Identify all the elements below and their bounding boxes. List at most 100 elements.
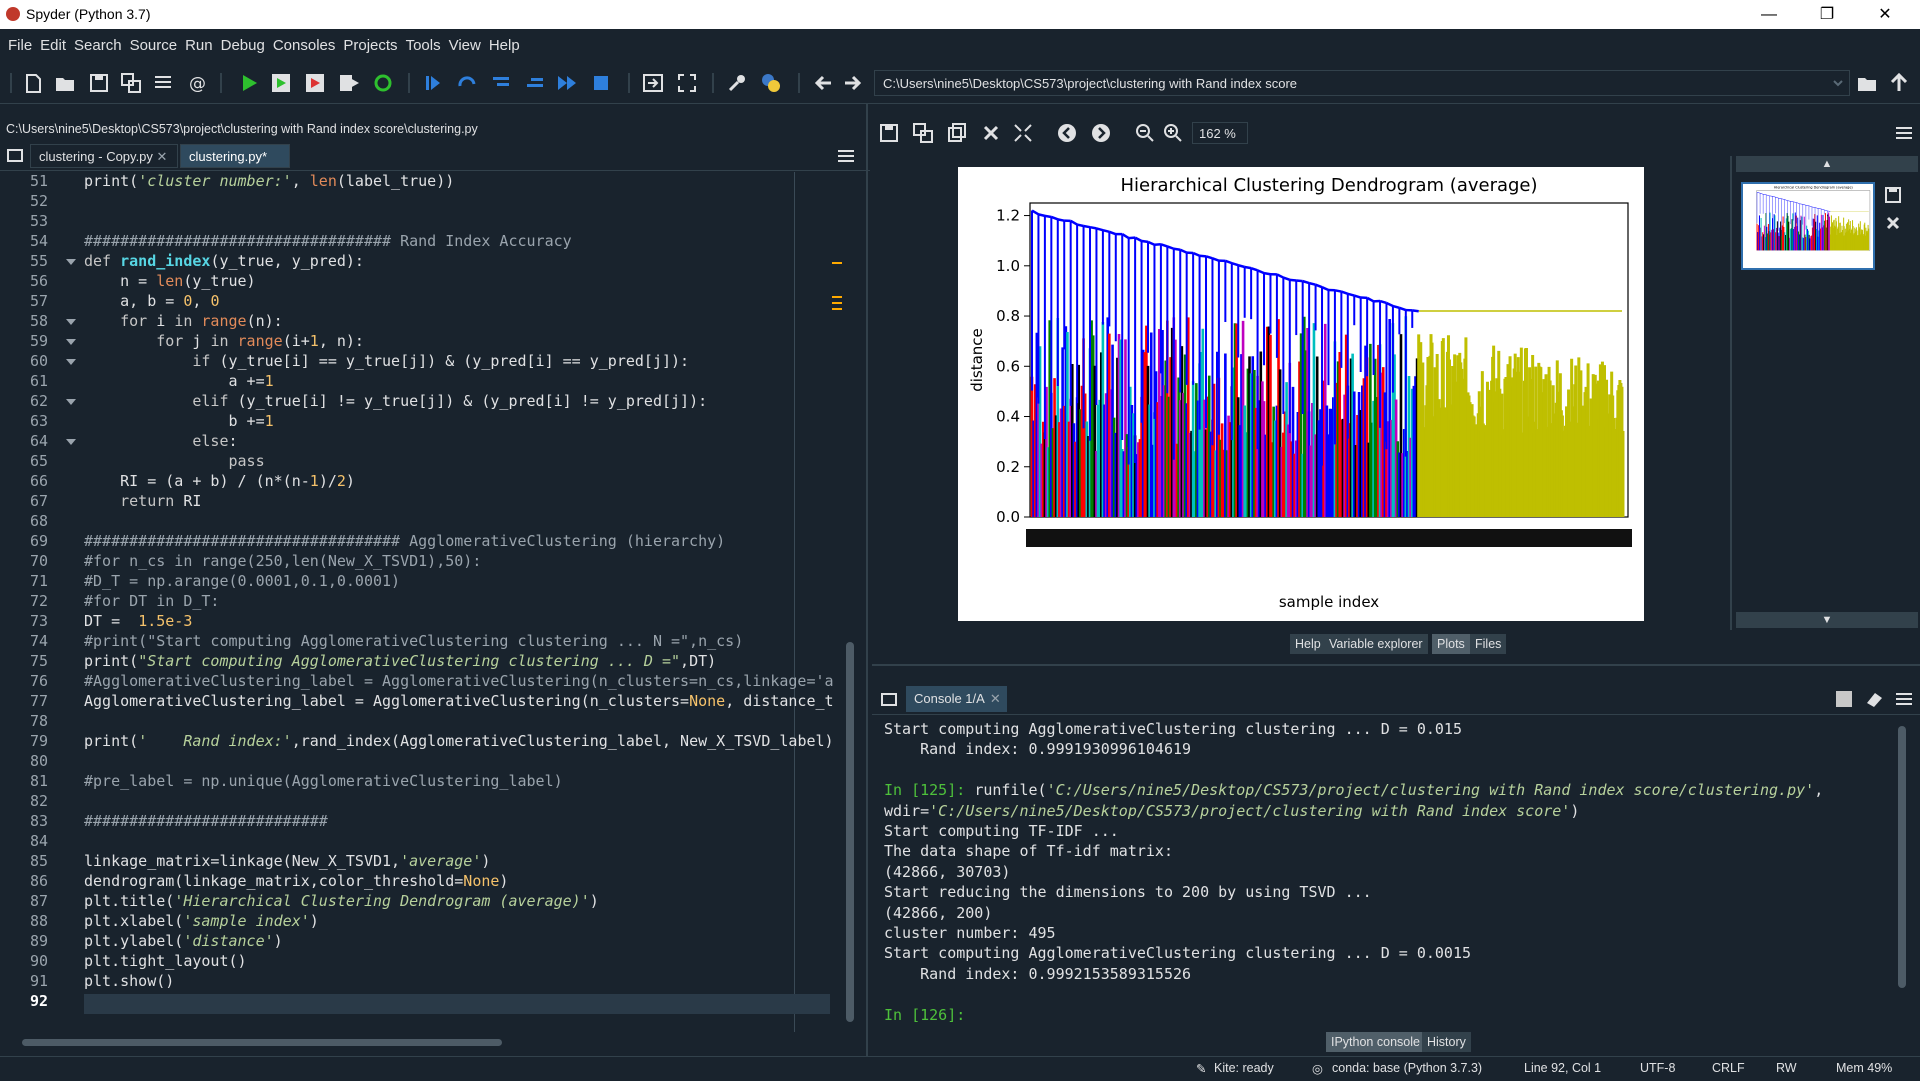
console-vertical-scrollbar[interactable] <box>1896 718 1908 1008</box>
warning-marker <box>832 262 842 264</box>
wrench-icon[interactable] <box>726 72 748 94</box>
scroll-down-button[interactable]: ▼ <box>1736 612 1918 628</box>
run-cell-icon[interactable] <box>270 72 292 94</box>
remove-plot-icon[interactable] <box>980 122 1002 144</box>
parent-dir-icon[interactable] <box>1888 72 1910 94</box>
options-menu-icon[interactable] <box>1896 127 1912 139</box>
menu-source[interactable]: Source <box>126 29 182 63</box>
options-menu-icon[interactable] <box>838 150 854 162</box>
zoom-level-field[interactable]: 162 % <box>1192 122 1248 144</box>
line-number: 76 <box>0 672 48 690</box>
copy-plot-icon[interactable] <box>946 122 968 144</box>
browse-folder-icon[interactable] <box>1856 72 1878 94</box>
editor-horizontal-scrollbar[interactable] <box>10 1036 840 1048</box>
menu-tools[interactable]: Tools <box>402 29 445 63</box>
open-file-icon[interactable] <box>54 72 76 94</box>
working-directory-input[interactable]: C:\Users\nine5\Desktop\CS573\project\clu… <box>874 70 1850 96</box>
code-token: plt.tight_layout() <box>84 952 247 970</box>
tab-variable-explorer[interactable]: Variable explorer <box>1324 634 1428 654</box>
continue-icon[interactable] <box>556 72 578 94</box>
stop-icon[interactable] <box>590 72 612 94</box>
run-selection-icon[interactable] <box>338 72 360 94</box>
minimize-button[interactable]: — <box>1740 0 1798 29</box>
scroll-thumb[interactable] <box>846 642 854 1022</box>
options-menu-icon[interactable] <box>1896 693 1912 705</box>
menu-debug[interactable]: Debug <box>217 29 269 63</box>
save-icon[interactable] <box>88 72 110 94</box>
save-all-plots-icon[interactable] <box>912 122 934 144</box>
tab-files[interactable]: Files <box>1470 634 1506 654</box>
outline-icon[interactable] <box>152 72 174 94</box>
scroll-thumb[interactable] <box>22 1039 502 1046</box>
fold-arrow-icon[interactable] <box>66 399 76 405</box>
chevron-down-icon[interactable] <box>1832 77 1844 89</box>
save-all-icon[interactable] <box>120 72 142 94</box>
menu-edit[interactable]: Edit <box>36 29 70 63</box>
dendrogram-chart: Hierarchical Clustering Dendrogram (aver… <box>958 167 1644 621</box>
browse-tabs-icon[interactable] <box>880 690 898 708</box>
maximize-button[interactable]: ❐ <box>1798 0 1856 29</box>
fold-arrow-icon[interactable] <box>66 359 76 365</box>
close-button[interactable]: ✕ <box>1856 0 1914 29</box>
menu-view[interactable]: View <box>445 29 485 63</box>
pane-splitter[interactable] <box>872 664 1920 666</box>
file-encoding: UTF-8 <box>1640 1061 1675 1075</box>
python-path-icon[interactable] <box>760 72 782 94</box>
menu-run[interactable]: Run <box>181 29 217 63</box>
menu-consoles[interactable]: Consoles <box>269 29 340 63</box>
back-icon[interactable] <box>812 72 834 94</box>
eraser-icon[interactable] <box>1864 690 1884 708</box>
menu-help[interactable]: Help <box>485 29 524 63</box>
step-into-icon[interactable] <box>490 72 512 94</box>
fold-arrow-icon[interactable] <box>66 319 76 325</box>
debug-icon[interactable] <box>422 72 444 94</box>
remove-all-plots-icon[interactable] <box>1012 122 1034 144</box>
email-icon[interactable]: @ <box>186 72 208 94</box>
next-plot-icon[interactable] <box>1090 122 1112 144</box>
step-icon[interactable] <box>456 72 478 94</box>
tab-plots[interactable]: Plots <box>1432 634 1470 654</box>
close-icon[interactable]: ✕ <box>990 686 1001 712</box>
tab-history[interactable]: History <box>1422 1032 1471 1052</box>
title-bar: Spyder (Python 3.7) — ❐ ✕ <box>0 0 1920 29</box>
line-number: 65 <box>0 452 48 470</box>
browse-tabs-icon[interactable] <box>6 146 24 164</box>
tab-help[interactable]: Help <box>1290 634 1326 654</box>
save-thumbnail-icon[interactable] <box>1884 186 1902 204</box>
fold-arrow-icon[interactable] <box>66 259 76 265</box>
stop-kernel-icon[interactable] <box>1836 691 1852 707</box>
save-plot-icon[interactable] <box>878 122 900 144</box>
editor-vertical-scrollbar[interactable] <box>844 182 856 1032</box>
menu-projects[interactable]: Projects <box>339 29 401 63</box>
new-file-icon[interactable] <box>22 72 44 94</box>
tab-ipython-console[interactable]: IPython console <box>1326 1032 1425 1052</box>
plot-thumbnail[interactable]: Hierarchical Clustering Dendrogram (aver… <box>1741 182 1875 270</box>
scroll-up-button[interactable]: ▲ <box>1736 156 1918 172</box>
zoom-in-icon[interactable] <box>1162 122 1184 144</box>
step-return-icon[interactable] <box>524 72 546 94</box>
close-thumbnail-icon[interactable] <box>1884 214 1902 232</box>
run-icon[interactable] <box>238 72 260 94</box>
scroll-thumb[interactable] <box>1898 726 1906 988</box>
forward-icon[interactable] <box>842 72 864 94</box>
pane-splitter[interactable] <box>866 104 868 1056</box>
toolbar-separator <box>798 73 800 93</box>
fold-arrow-icon[interactable] <box>66 339 76 345</box>
tab-console-1a[interactable]: Console 1/A ✕ <box>906 686 1007 712</box>
maximize-pane-icon[interactable] <box>642 72 664 94</box>
line-number: 88 <box>0 912 48 930</box>
menu-search[interactable]: Search <box>70 29 126 63</box>
close-icon[interactable]: ✕ <box>157 149 168 164</box>
ipython-console[interactable]: Start computing AgglomerativeClustering … <box>872 716 1892 1026</box>
tab-clustering[interactable]: clustering.py* ✕ <box>180 144 290 168</box>
line-number: 74 <box>0 632 48 650</box>
previous-plot-icon[interactable] <box>1056 122 1078 144</box>
menu-file[interactable]: File <box>4 29 36 63</box>
fold-arrow-icon[interactable] <box>66 439 76 445</box>
rerun-icon[interactable] <box>372 72 394 94</box>
run-cell-advance-icon[interactable] <box>304 72 326 94</box>
zoom-out-icon[interactable] <box>1134 122 1156 144</box>
fullscreen-icon[interactable] <box>676 72 698 94</box>
tab-clustering-copy[interactable]: clustering - Copy.py ✕ <box>30 144 178 168</box>
